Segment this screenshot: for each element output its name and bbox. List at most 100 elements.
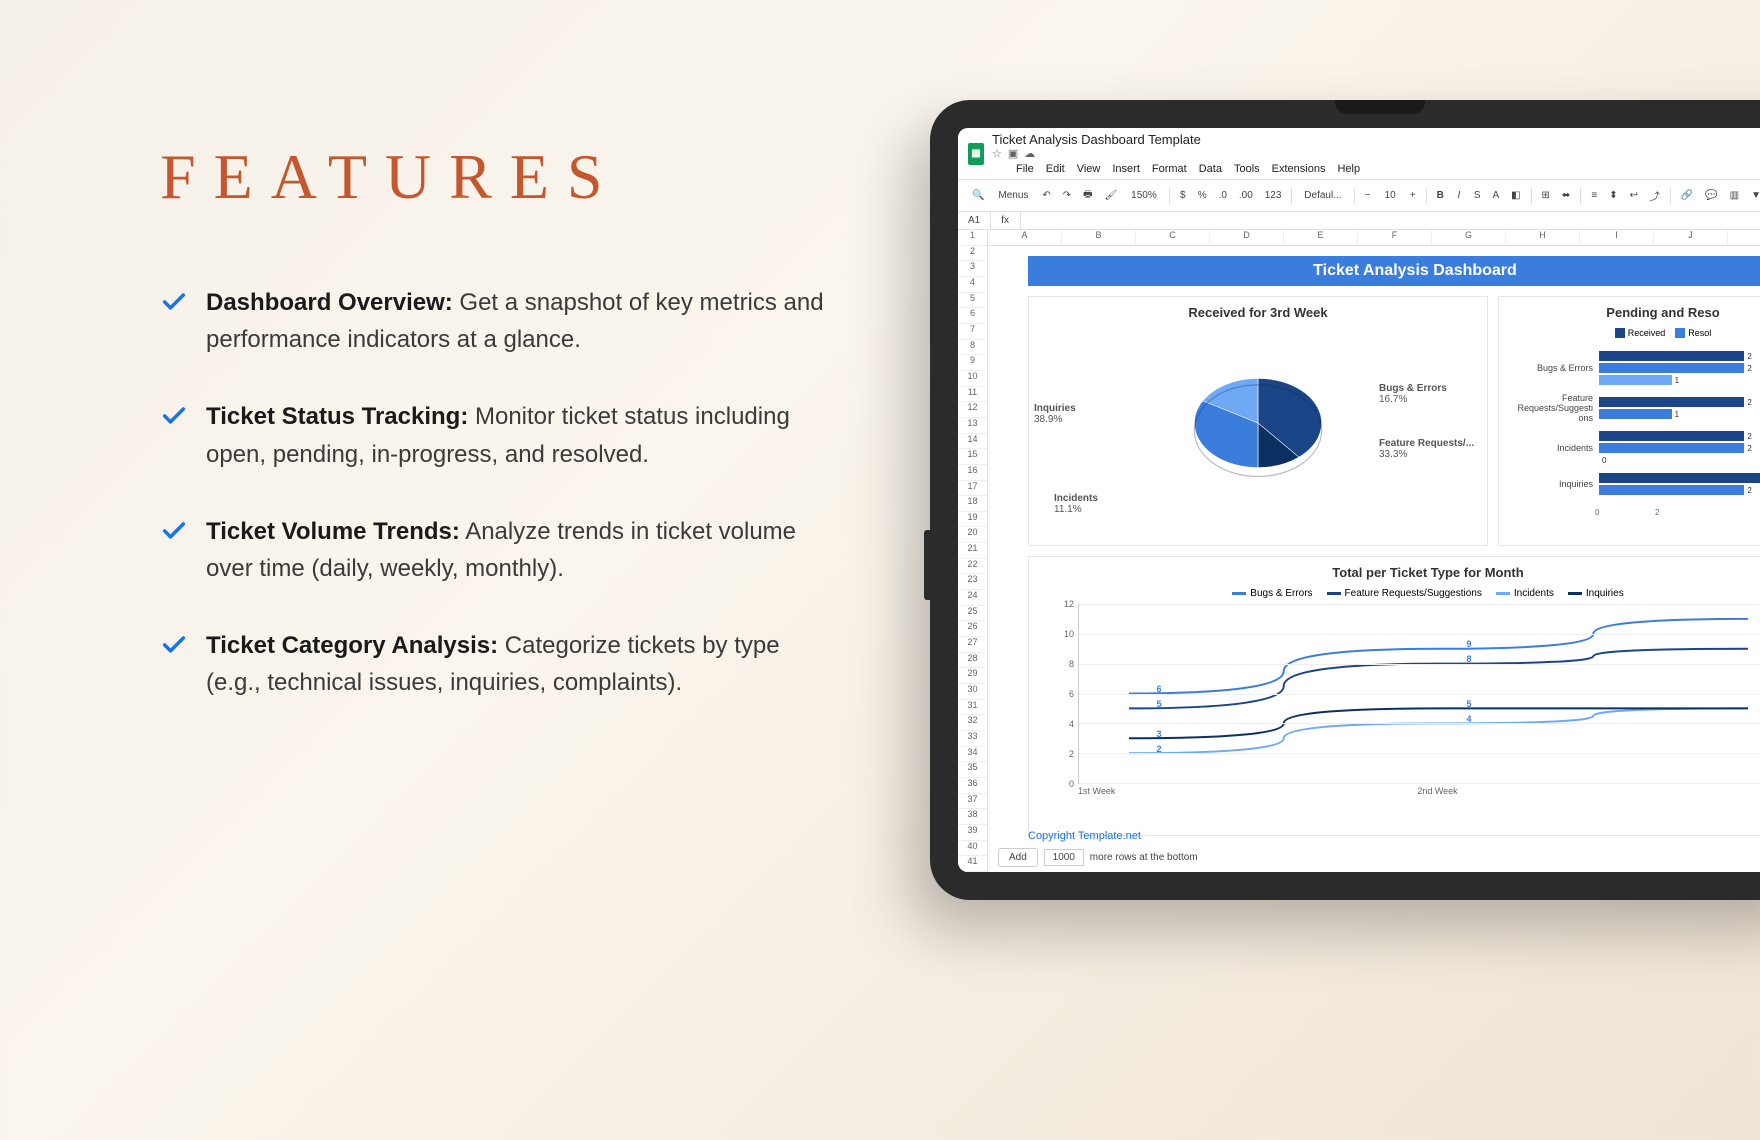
row-number[interactable]: 29 <box>958 668 987 684</box>
menu-item[interactable]: Edit <box>1046 163 1065 175</box>
row-number[interactable]: 36 <box>958 778 987 794</box>
row-number[interactable]: 7 <box>958 324 987 340</box>
fill-color-icon[interactable]: ◧ <box>1507 188 1524 203</box>
menu-item[interactable]: Insert <box>1112 163 1140 175</box>
copyright-link[interactable]: Copyright Template.net <box>1028 830 1141 842</box>
row-number[interactable]: 23 <box>958 574 987 590</box>
row-number[interactable]: 13 <box>958 418 987 434</box>
row-number[interactable]: 4 <box>958 277 987 293</box>
percent-icon[interactable]: % <box>1194 188 1211 203</box>
row-number[interactable]: 12 <box>958 402 987 418</box>
cell-reference[interactable]: A1 <box>958 212 991 229</box>
column-header[interactable]: G <box>1432 230 1506 245</box>
wrap-icon[interactable]: ↩ <box>1626 188 1642 203</box>
row-number[interactable]: 2 <box>958 246 987 262</box>
column-header[interactable]: B <box>1062 230 1136 245</box>
column-header[interactable]: F <box>1358 230 1432 245</box>
row-number[interactable]: 5 <box>958 293 987 309</box>
align-icon[interactable]: ≡ <box>1587 188 1601 203</box>
cloud-icon[interactable]: ☁ <box>1024 147 1035 160</box>
valign-icon[interactable]: ⬍ <box>1605 188 1621 203</box>
column-header[interactable]: C <box>1136 230 1210 245</box>
formula-input[interactable] <box>1021 218 1760 224</box>
row-number[interactable]: 6 <box>958 308 987 324</box>
add-rows-button[interactable]: Add <box>998 848 1038 867</box>
row-number[interactable]: 16 <box>958 465 987 481</box>
row-number[interactable]: 27 <box>958 637 987 653</box>
row-number[interactable]: 3 <box>958 261 987 277</box>
filter-icon[interactable]: ▼ <box>1747 188 1760 203</box>
star-icon[interactable]: ☆ <box>992 147 1002 160</box>
row-number[interactable]: 37 <box>958 794 987 810</box>
comment-icon[interactable]: 💬 <box>1701 188 1721 203</box>
text-color-icon[interactable]: A <box>1489 188 1504 203</box>
row-number[interactable]: 8 <box>958 340 987 356</box>
row-number[interactable]: 38 <box>958 809 987 825</box>
row-number[interactable]: 20 <box>958 527 987 543</box>
borders-icon[interactable]: ⊞ <box>1538 188 1554 203</box>
menu-item[interactable]: View <box>1077 163 1101 175</box>
row-number[interactable]: 15 <box>958 449 987 465</box>
column-header[interactable]: A <box>988 230 1062 245</box>
menu-item[interactable]: File <box>1016 163 1034 175</box>
move-icon[interactable]: ▣ <box>1008 147 1018 160</box>
row-number[interactable]: 11 <box>958 387 987 403</box>
row-number[interactable]: 17 <box>958 481 987 497</box>
zoom-dropdown[interactable]: 150% <box>1125 188 1163 203</box>
column-header[interactable]: K <box>1728 230 1760 245</box>
bold-icon[interactable]: B <box>1433 188 1448 203</box>
font-size[interactable]: 10 <box>1379 188 1402 203</box>
decimal-inc-icon[interactable]: .00 <box>1235 188 1257 203</box>
undo-icon[interactable]: ↶ <box>1038 188 1054 203</box>
row-number[interactable]: 31 <box>958 700 987 716</box>
row-number[interactable]: 26 <box>958 621 987 637</box>
paint-icon[interactable]: 🖌 <box>1101 188 1122 203</box>
menu-item[interactable]: Tools <box>1234 163 1260 175</box>
decimal-dec-icon[interactable]: .0 <box>1215 188 1231 203</box>
column-header[interactable]: J <box>1654 230 1728 245</box>
doc-action-icons[interactable]: ☆ ▣ ☁ <box>992 147 1360 160</box>
row-number[interactable]: 1 <box>958 230 987 246</box>
row-number[interactable]: 39 <box>958 825 987 841</box>
currency-icon[interactable]: $ <box>1176 188 1190 203</box>
row-number[interactable]: 30 <box>958 684 987 700</box>
column-header[interactable]: E <box>1284 230 1358 245</box>
row-number[interactable]: 19 <box>958 512 987 528</box>
column-header[interactable]: H <box>1506 230 1580 245</box>
add-rows-count[interactable]: 1000 <box>1044 849 1084 866</box>
row-number[interactable]: 41 <box>958 856 987 872</box>
menu-item[interactable]: Help <box>1337 163 1360 175</box>
column-header[interactable]: I <box>1580 230 1654 245</box>
row-number[interactable]: 34 <box>958 747 987 763</box>
row-number[interactable]: 28 <box>958 653 987 669</box>
print-icon[interactable]: 🖶 <box>1079 185 1096 206</box>
font-inc-icon[interactable]: + <box>1406 188 1420 203</box>
row-number[interactable]: 32 <box>958 715 987 731</box>
menu-item[interactable]: Format <box>1152 163 1187 175</box>
row-number[interactable]: 33 <box>958 731 987 747</box>
column-header[interactable]: D <box>1210 230 1284 245</box>
strike-icon[interactable]: S <box>1470 188 1485 203</box>
menu-item[interactable]: Data <box>1199 163 1222 175</box>
italic-icon[interactable]: I <box>1452 188 1466 203</box>
row-number[interactable]: 24 <box>958 590 987 606</box>
search-menus[interactable]: Menus <box>992 188 1034 203</box>
menu-item[interactable]: Extensions <box>1272 163 1326 175</box>
rotate-icon[interactable]: ⤴ <box>1646 186 1664 205</box>
font-dec-icon[interactable]: − <box>1361 188 1375 203</box>
row-number[interactable]: 40 <box>958 841 987 857</box>
row-number[interactable]: 10 <box>958 371 987 387</box>
search-icon[interactable]: 🔍 <box>968 188 988 203</box>
chart-icon[interactable]: ▥ <box>1726 188 1743 203</box>
document-title[interactable]: Ticket Analysis Dashboard Template <box>992 132 1201 147</box>
merge-icon[interactable]: ⬌ <box>1558 188 1574 203</box>
row-number[interactable]: 35 <box>958 762 987 778</box>
format-icon[interactable]: 123 <box>1261 188 1286 203</box>
row-number[interactable]: 18 <box>958 496 987 512</box>
row-number[interactable]: 25 <box>958 606 987 622</box>
spreadsheet-canvas[interactable]: Ticket Analysis Dashboard Received for 3… <box>988 246 1760 872</box>
row-number[interactable]: 22 <box>958 559 987 575</box>
row-number[interactable]: 14 <box>958 434 987 450</box>
row-number[interactable]: 21 <box>958 543 987 559</box>
row-number[interactable]: 9 <box>958 355 987 371</box>
